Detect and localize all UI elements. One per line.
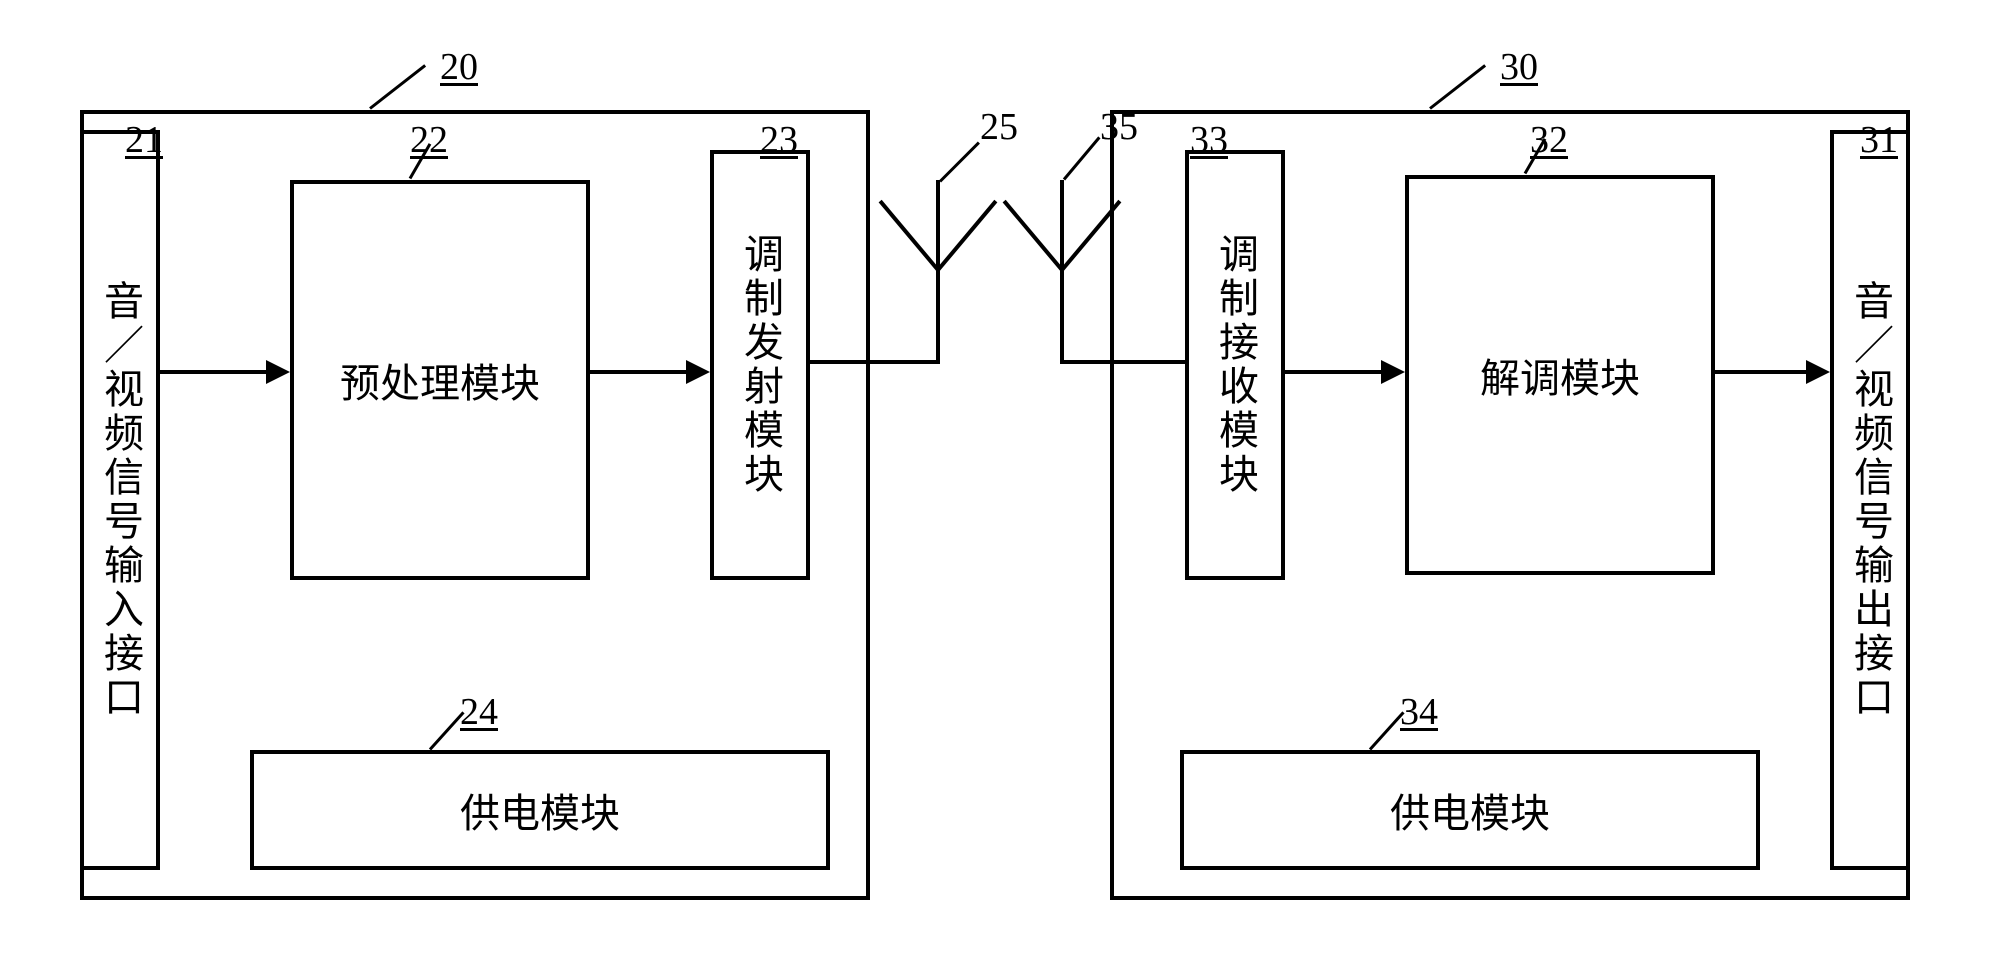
left-power-label: 供电模块 [460,781,620,839]
input-interface-label: 音／视频信号输入接口 [94,280,146,720]
ref-24: 24 [460,690,498,734]
ref-22: 22 [410,118,448,162]
arrow-head-32-31 [1806,360,1830,384]
ref-31: 31 [1860,118,1898,162]
mod-tx-block: 调制发射模块 [710,150,810,580]
antenna-25-right [879,200,940,272]
arrow-head-33-32 [1381,360,1405,384]
output-interface-label: 音／视频信号输出接口 [1844,280,1896,720]
ref-30: 30 [1500,45,1538,89]
leader-20 [369,64,426,109]
leader-25 [939,142,980,183]
ref-21: 21 [125,118,163,162]
arrow-32-31 [1715,370,1810,374]
right-power-block: 供电模块 [1180,750,1760,870]
conn-23-ant [810,360,940,364]
arrow-21-22 [160,370,270,374]
antenna-35-mast [1060,180,1064,364]
ref-23: 23 [760,118,798,162]
antenna-35-right [1003,200,1064,272]
antenna-25-left [936,200,997,272]
arrow-22-23 [590,370,690,374]
ref-35: 35 [1100,105,1138,149]
arrow-head-22-23 [686,360,710,384]
ref-34: 34 [1400,690,1438,734]
block-diagram: 20 音／视频信号输入接口 21 预处理模块 22 调制发射模块 23 供电模块… [60,50,1930,910]
antenna-25-mast [936,180,940,364]
leader-30 [1429,64,1486,109]
mod-rx-block: 调制接收模块 [1185,150,1285,580]
preprocess-label: 预处理模块 [340,351,540,409]
mod-tx-label: 调制发射模块 [734,233,786,497]
preprocess-block: 预处理模块 [290,180,590,580]
arrow-33-32 [1285,370,1385,374]
mod-rx-label: 调制接收模块 [1209,233,1261,497]
arrow-head-21-22 [266,360,290,384]
output-interface-block: 音／视频信号输出接口 [1830,130,1910,870]
ref-25: 25 [980,105,1018,149]
left-power-block: 供电模块 [250,750,830,870]
demod-block: 解调模块 [1405,175,1715,575]
ref-20: 20 [440,45,478,89]
leader-35 [1063,136,1101,180]
demod-label: 解调模块 [1480,346,1640,404]
right-power-label: 供电模块 [1390,781,1550,839]
input-interface-block: 音／视频信号输入接口 [80,130,160,870]
conn-ant-33 [1060,360,1185,364]
ref-33: 33 [1190,118,1228,162]
